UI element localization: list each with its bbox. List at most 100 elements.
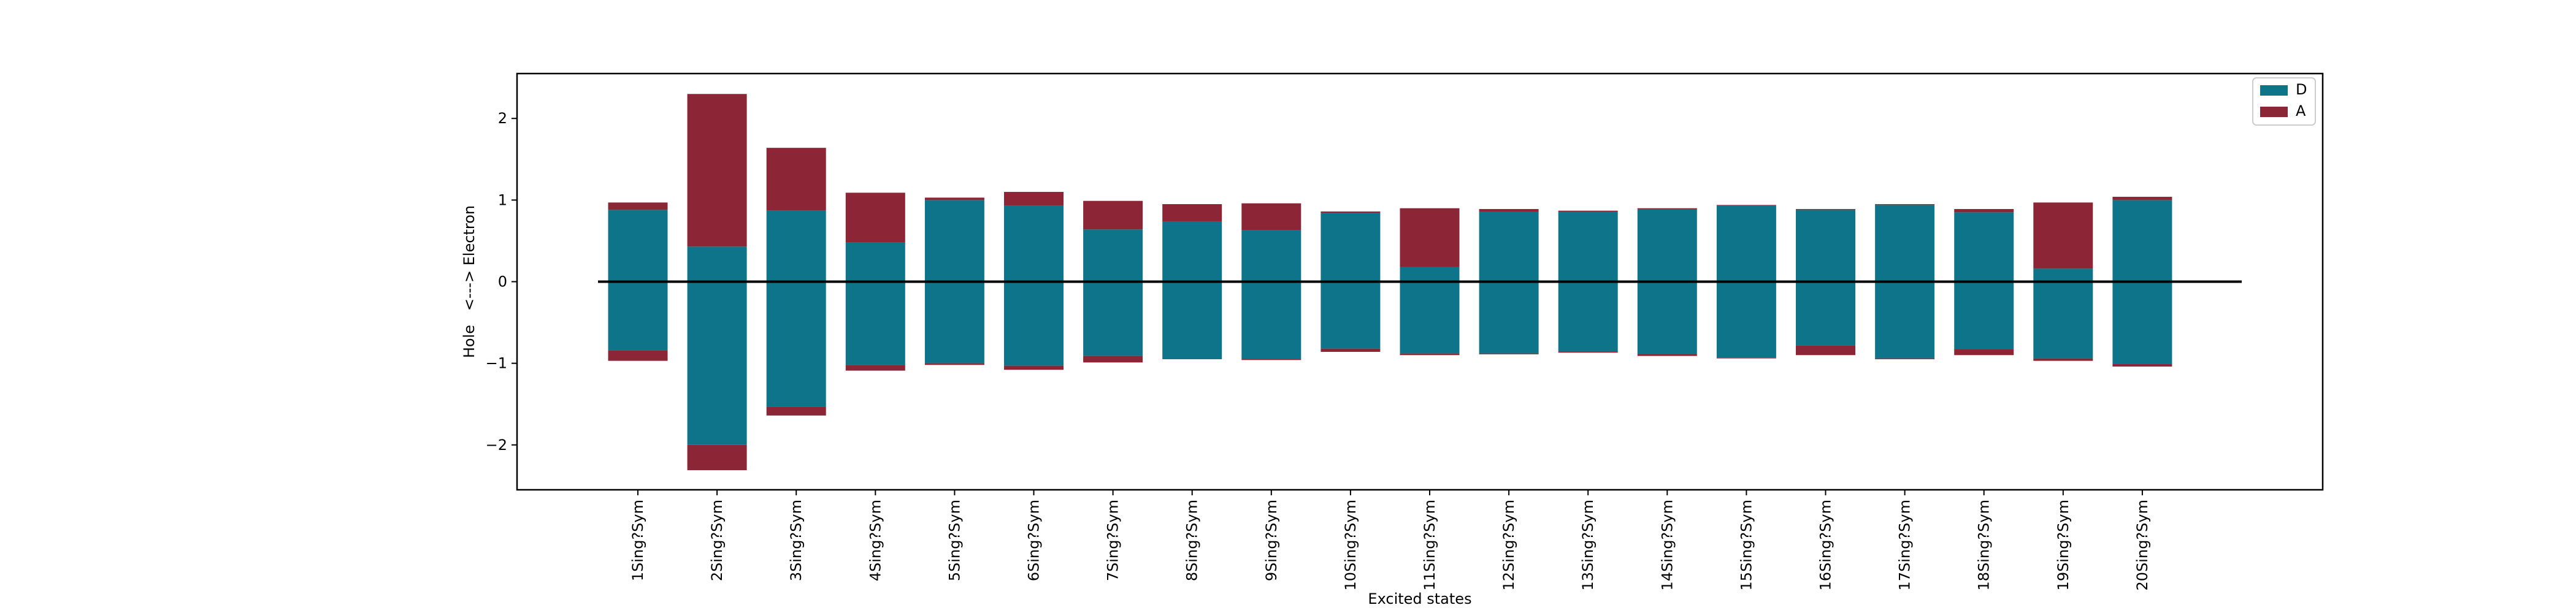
bar-electron-D: [1321, 213, 1381, 282]
bar-electron-A: [766, 148, 826, 211]
bar-hole-D: [845, 281, 905, 365]
x-axis-label: Excited states: [1368, 590, 1471, 607]
bar-hole-A: [1716, 357, 1776, 359]
bar-electron-A: [1954, 209, 2014, 213]
bar-hole-D: [2112, 281, 2172, 364]
bar-hole-A: [924, 363, 984, 365]
bar-hole-D: [1875, 281, 1935, 359]
x-tick-label: 18Sing?Sym: [1976, 500, 1993, 590]
bar-electron-A: [2033, 202, 2093, 269]
x-tick-label: 7Sing?Sym: [1105, 500, 1122, 581]
y-tick-label: 2: [498, 110, 507, 127]
bar-electron-D: [1954, 212, 2014, 282]
bar-hole-A: [1321, 348, 1381, 352]
y-axis-label: Hole <---> Electron: [461, 205, 478, 358]
bar-electron-D: [1162, 221, 1222, 282]
bar-electron-A: [845, 192, 905, 243]
x-tick-label: 5Sing?Sym: [946, 500, 963, 581]
x-tick-label: 15Sing?Sym: [1738, 500, 1755, 590]
bar-hole-A: [687, 444, 747, 471]
bar-hole-A: [2112, 364, 2172, 367]
bar-hole-A: [1637, 354, 1697, 356]
bar-hole-D: [1162, 281, 1222, 359]
y-tick-label: 1: [498, 191, 507, 208]
x-axis: 1Sing?Sym 2Sing?Sym 3Sing?Sym 4Sing?Sym 5Sin…: [629, 490, 2151, 590]
x-tick-label: 17Sing?Sym: [1896, 500, 1914, 590]
bar-electron-A: [1637, 208, 1697, 210]
bar-electron-D: [1875, 205, 1935, 282]
x-tick-label: 13Sing?Sym: [1579, 500, 1597, 590]
legend-label-A: A: [2296, 102, 2306, 120]
bar-electron-D: [1558, 211, 1618, 282]
bar-electron-D: [1479, 211, 1539, 282]
x-tick-label: 2Sing?Sym: [708, 500, 726, 581]
bar-electron-A: [1321, 211, 1381, 213]
bar-electron-D: [845, 242, 905, 282]
x-tick-label: 20Sing?Sym: [2134, 500, 2151, 590]
bar-electron-D: [924, 200, 984, 282]
bar-electron-A: [1875, 204, 1935, 205]
bar-electron-D: [1400, 267, 1460, 282]
bar-hole-D: [1558, 281, 1618, 352]
bar-electron-A: [687, 94, 747, 247]
bar-hole-D: [1479, 281, 1539, 354]
bar-hole-A: [1954, 349, 2014, 356]
bar-hole-D: [608, 281, 668, 351]
bar-hole-A: [845, 365, 905, 371]
bar-electron-A: [1479, 209, 1539, 212]
y-tick-label: −1: [486, 355, 507, 372]
bar-electron-D: [1241, 230, 1301, 282]
x-tick-label: 12Sing?Sym: [1500, 500, 1517, 590]
legend-swatch-A: [2260, 107, 2288, 117]
bar-electron-A: [1241, 203, 1301, 230]
x-tick-label: 6Sing?Sym: [1025, 500, 1043, 581]
bar-electron-A: [1400, 208, 1460, 267]
bar-electron-D: [1004, 205, 1064, 282]
y-axis: 2 1 0 −1 −2: [486, 110, 517, 454]
bar-hole-D: [2033, 281, 2093, 359]
x-tick-label: 9Sing?Sym: [1263, 500, 1280, 581]
bar-electron-A: [2112, 197, 2172, 200]
bar-electron-A: [1796, 209, 1855, 210]
bars-layer: [608, 94, 2172, 471]
legend: DA: [2252, 77, 2316, 126]
bar-electron-A: [608, 202, 668, 210]
bar-hole-A: [1400, 353, 1460, 356]
bar-electron-D: [687, 246, 747, 282]
bar-electron-D: [2033, 268, 2093, 282]
x-tick-label: 1Sing?Sym: [629, 500, 646, 581]
x-tick-label: 10Sing?Sym: [1342, 500, 1359, 590]
bar-electron-A: [1083, 200, 1143, 230]
bar-electron-D: [1796, 210, 1855, 282]
bar-hole-D: [1400, 281, 1460, 354]
bar-hole-D: [1241, 281, 1301, 359]
bar-hole-D: [1083, 281, 1143, 356]
bar-electron-A: [924, 197, 984, 200]
bar-hole-D: [1954, 281, 2014, 350]
x-tick-label: 4Sing?Sym: [867, 500, 884, 581]
x-tick-label: 3Sing?Sym: [788, 500, 805, 581]
bar-electron-A: [1162, 204, 1222, 221]
bar-hole-D: [924, 281, 984, 364]
legend-label-D: D: [2296, 81, 2307, 98]
bar-hole-A: [608, 350, 668, 361]
bar-electron-D: [1637, 209, 1697, 282]
bar-electron-D: [2112, 200, 2172, 282]
x-tick-label: 11Sing?Sym: [1421, 500, 1438, 590]
y-tick-label: −2: [486, 436, 507, 454]
bar-hole-D: [687, 281, 747, 445]
x-tick-label: 16Sing?Sym: [1817, 500, 1834, 590]
bar-electron-D: [1716, 205, 1776, 282]
bar-hole-D: [1716, 281, 1776, 358]
x-tick-label: 19Sing?Sym: [2055, 500, 2072, 590]
bar-electron-A: [1004, 192, 1064, 206]
x-tick-label: 8Sing?Sym: [1184, 500, 1201, 581]
bar-hole-D: [1004, 281, 1064, 366]
bar-hole-D: [766, 281, 826, 407]
bar-hole-A: [766, 406, 826, 416]
bar-electron-D: [608, 210, 668, 282]
bar-hole-D: [1321, 281, 1381, 349]
bar-hole-D: [1796, 281, 1855, 346]
bar-hole-A: [1796, 345, 1855, 356]
